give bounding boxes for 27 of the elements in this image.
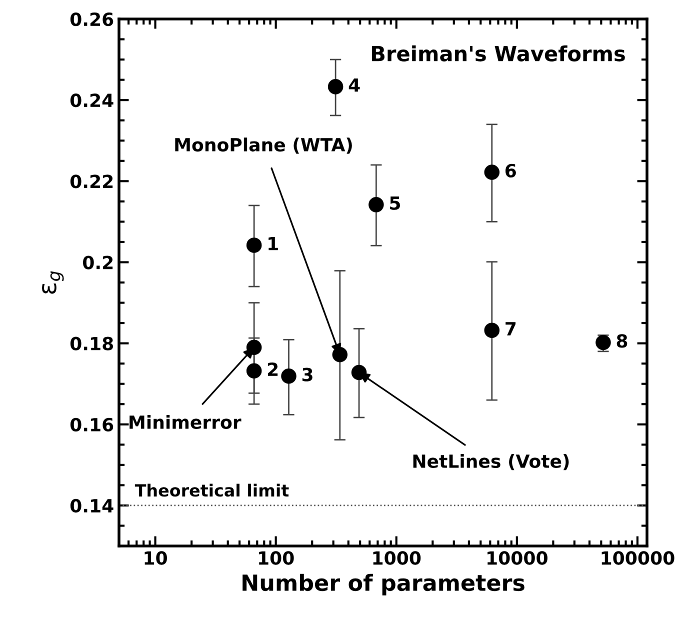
x-tick-label: 1000 <box>373 551 421 565</box>
annotation: 1 <box>268 237 278 250</box>
y-tick-label: 0.26 <box>70 12 114 26</box>
annotation: MonoPlane (WTA) <box>175 138 352 154</box>
annotation: 6 <box>506 164 516 178</box>
ref-line-label: Theoretical limit <box>134 484 289 497</box>
annotation: 5 <box>390 196 400 210</box>
y-tick-label: 0.24 <box>70 94 114 108</box>
y-tick-label: 0.2 <box>83 256 113 270</box>
x-axis-title: Number of parameters <box>242 574 524 596</box>
y-tick-label: 0.22 <box>70 174 113 188</box>
x-tick-label: 10000 <box>488 551 548 565</box>
annotation: NetLines (Vote) <box>413 454 569 470</box>
x-tick-label: 10 <box>144 551 167 565</box>
y-tick-label: 0.18 <box>70 336 114 350</box>
x-tick-label: 100 <box>259 551 294 565</box>
y-tick-label: 0.14 <box>70 498 114 513</box>
annotation: 2 <box>268 362 278 376</box>
annotation: 3 <box>302 368 312 382</box>
annotation: 4 <box>348 78 360 92</box>
x-tick-label: 100000 <box>602 551 674 565</box>
annotation: 7 <box>506 322 516 336</box>
y-axis-title: ε$_{g}$ <box>42 271 64 294</box>
annotation: 8 <box>616 334 628 348</box>
text: Breiman's Waveforms <box>372 45 625 62</box>
annotation: Minimerror <box>130 415 242 429</box>
y-tick-label: 0.16 <box>70 418 114 432</box>
